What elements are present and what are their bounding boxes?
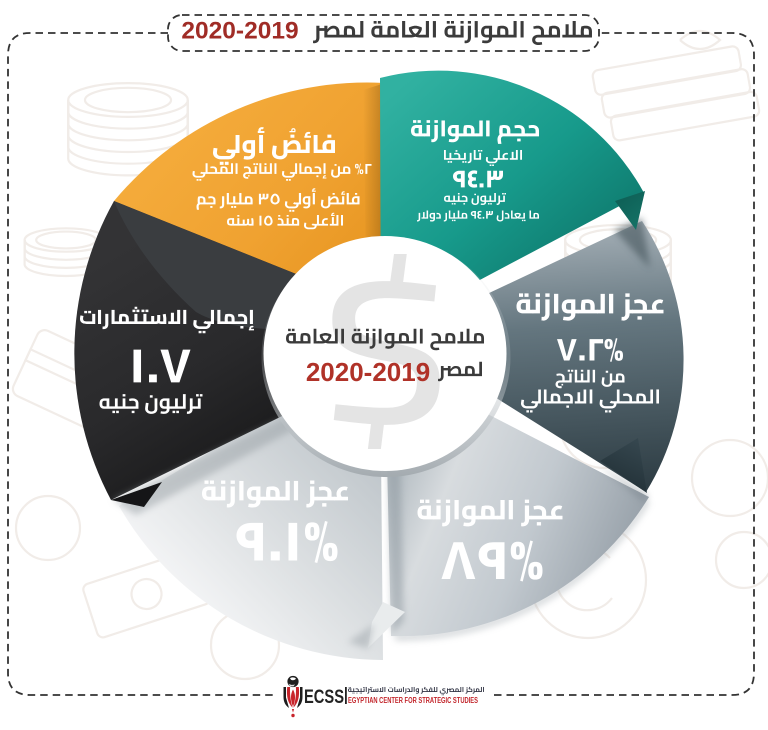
- svg-text:2020-2019: 2020-2019: [181, 18, 298, 45]
- svg-text:2020-2019: 2020-2019: [306, 357, 430, 387]
- svg-text:ECSS: ECSS: [304, 687, 344, 708]
- svg-text:EGYPTIAN CENTER FOR STRATEGIC: EGYPTIAN CENTER FOR STRATEGIC STUDIES: [348, 696, 478, 705]
